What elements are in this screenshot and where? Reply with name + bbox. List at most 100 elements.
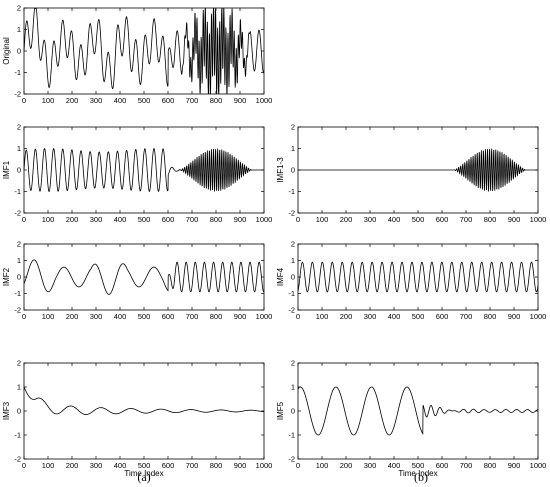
x-tick-label: 900 — [508, 312, 521, 321]
panel-imf1: 0 100 200 300 400 500 600 700 800 900 1000 -2 -1 0 1 2 I… — [2, 123, 272, 224]
x-tick-label: 300 — [90, 312, 103, 321]
x-axis-label: Time Index — [398, 469, 437, 478]
x-tick-label: 600 — [436, 312, 449, 321]
y-tick-label: 2 — [17, 359, 21, 368]
y-tick-label: 2 — [17, 240, 21, 249]
x-tick-label: 600 — [162, 215, 175, 224]
x-tick-label: 100 — [316, 215, 329, 224]
x-tick-label: 100 — [42, 215, 55, 224]
x-tick-label: 600 — [162, 312, 175, 321]
panel-imf2: 0 100 200 300 400 500 600 700 800 900 1000 -2 -1 0 1 2 I… — [2, 240, 272, 321]
axes-frame — [297, 243, 539, 311]
x-tick-label: 0 — [296, 312, 300, 321]
x-tick-label: 200 — [340, 461, 353, 470]
series-line-imf1 — [23, 148, 264, 192]
panel-imf3: 0 100 200 300 400 500 600 700 800 900 1000 -2 -1 0 1 2 I… — [2, 359, 272, 478]
y-axis-label: IMF5 — [276, 401, 285, 420]
x-tick-label: 1000 — [256, 312, 273, 321]
x-tick-label: 800 — [210, 312, 223, 321]
x-tick-label: 700 — [460, 215, 473, 224]
x-tick-label: 0 — [22, 215, 26, 224]
series-line-imf2 — [23, 259, 265, 295]
x-tick-label: 0 — [296, 215, 300, 224]
x-tick-label: 800 — [210, 461, 223, 470]
x-tick-label: 1000 — [530, 312, 547, 321]
x-tick-label: 300 — [364, 461, 377, 470]
y-tick-label: 1 — [291, 144, 295, 153]
y-tick-label: 2 — [291, 359, 295, 368]
axes-frame — [297, 362, 539, 460]
y-tick-label: 0 — [17, 47, 21, 56]
x-tick-label: 900 — [234, 312, 247, 321]
x-tick-label: 800 — [484, 215, 497, 224]
y-tick-label: 1 — [17, 144, 21, 153]
y-axis-label: IMF3 — [2, 401, 11, 420]
x-tick-label: 200 — [66, 312, 79, 321]
x-tick-label: 800 — [210, 215, 223, 224]
y-tick-label: 0 — [291, 407, 295, 416]
y-tick-label: 2 — [17, 4, 21, 13]
y-tick-label: -1 — [14, 187, 21, 196]
x-tick-label: 900 — [234, 96, 247, 105]
y-tick-label: 1 — [17, 383, 21, 392]
x-tick-label: 800 — [484, 461, 497, 470]
x-tick-label: 100 — [42, 312, 55, 321]
x-tick-label: 200 — [340, 312, 353, 321]
y-tick-label: -1 — [288, 431, 295, 440]
y-tick-label: -2 — [288, 455, 295, 464]
x-tick-label: 300 — [90, 461, 103, 470]
y-tick-label: 1 — [17, 25, 21, 34]
x-tick-label: 600 — [436, 215, 449, 224]
x-tick-label: 1000 — [256, 215, 273, 224]
x-tick-label: 900 — [234, 461, 247, 470]
x-tick-label: 600 — [436, 461, 449, 470]
panel-imf1_3: 0 100 200 300 400 500 600 700 800 900 1000 -2 -1 0 1 2 I… — [276, 123, 546, 224]
x-tick-label: 500 — [138, 96, 151, 105]
panel-imf5: 0 100 200 300 400 500 600 700 800 900 1000 -2 -1 0 1 2 I… — [276, 359, 546, 478]
x-tick-label: 300 — [364, 312, 377, 321]
x-tick-label: 400 — [114, 215, 127, 224]
y-tick-label: -2 — [14, 306, 21, 315]
series-line-original — [23, 8, 265, 94]
y-tick-label: 1 — [291, 256, 295, 265]
caption-a: (a) — [137, 470, 150, 484]
x-tick-label: 100 — [316, 312, 329, 321]
x-tick-label: 500 — [412, 215, 425, 224]
axes-frame — [23, 126, 265, 214]
x-tick-label: 0 — [22, 96, 26, 105]
x-tick-label: 600 — [162, 461, 175, 470]
y-axis-label: IMF1 — [2, 160, 11, 179]
y-tick-label: 0 — [291, 273, 295, 282]
x-tick-label: 100 — [42, 461, 55, 470]
y-axis-label: Original — [2, 37, 11, 65]
x-tick-label: 100 — [42, 96, 55, 105]
x-tick-label: 400 — [114, 96, 127, 105]
x-tick-label: 200 — [66, 461, 79, 470]
x-tick-label: 500 — [138, 461, 151, 470]
x-tick-label: 1000 — [530, 215, 547, 224]
x-tick-label: 700 — [460, 461, 473, 470]
x-tick-label: 200 — [340, 215, 353, 224]
y-tick-label: 0 — [291, 166, 295, 175]
y-tick-label: -2 — [288, 306, 295, 315]
y-tick-label: -1 — [14, 289, 21, 298]
x-tick-label: 700 — [460, 312, 473, 321]
series-line-imf1_3 — [298, 148, 538, 192]
y-tick-label: 0 — [17, 407, 21, 416]
caption-b: (b) — [414, 470, 428, 484]
x-tick-label: 500 — [138, 215, 151, 224]
x-tick-label: 300 — [90, 215, 103, 224]
x-tick-label: 400 — [388, 215, 401, 224]
series-line-imf3 — [23, 386, 265, 415]
y-tick-label: 2 — [291, 240, 295, 249]
x-tick-label: 500 — [412, 461, 425, 470]
y-tick-label: 0 — [17, 273, 21, 282]
y-tick-label: -2 — [14, 455, 21, 464]
series-line-imf5 — [297, 386, 539, 436]
x-tick-label: 200 — [66, 215, 79, 224]
y-tick-label: -2 — [14, 90, 21, 99]
series-line-imf4 — [297, 261, 539, 293]
x-tick-label: 400 — [114, 461, 127, 470]
x-tick-label: 500 — [138, 312, 151, 321]
